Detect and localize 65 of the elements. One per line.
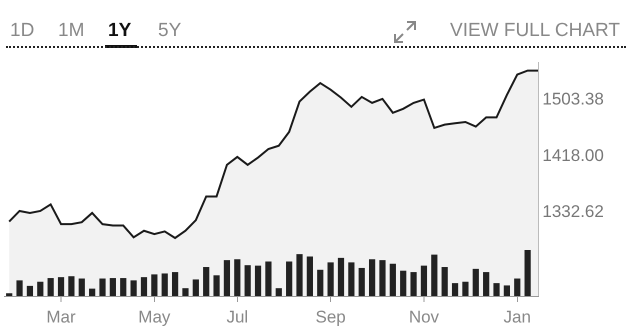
bar xyxy=(6,293,12,296)
bar xyxy=(151,274,158,296)
bar xyxy=(224,260,230,296)
bar xyxy=(110,278,116,296)
bar xyxy=(37,282,44,296)
bar xyxy=(472,268,479,296)
text: 1Y xyxy=(108,20,132,42)
bar xyxy=(16,280,23,296)
y-tick-label: 1332.62 xyxy=(542,202,604,222)
bar xyxy=(452,283,458,296)
bar xyxy=(504,285,510,296)
y-tick-label: 1503.38 xyxy=(542,90,604,109)
bar xyxy=(265,262,272,296)
bar xyxy=(462,282,469,296)
bar xyxy=(213,275,220,296)
bar xyxy=(203,267,210,296)
x-tick-label: Mar xyxy=(46,307,76,326)
text: 5Y xyxy=(158,20,182,42)
bar xyxy=(420,266,428,296)
text: 1D xyxy=(10,20,34,42)
bar xyxy=(390,264,396,296)
bar xyxy=(379,260,386,296)
bar xyxy=(89,288,96,296)
x-tick-label: Sep xyxy=(315,307,346,326)
bar xyxy=(68,276,75,296)
bar xyxy=(276,288,282,296)
bar xyxy=(192,279,199,296)
bar xyxy=(120,278,126,296)
bar xyxy=(317,270,324,296)
x-tick-label: Jul xyxy=(226,307,248,326)
bar xyxy=(244,265,251,296)
x-tick-label: May xyxy=(138,307,171,326)
bar xyxy=(483,272,490,296)
bar xyxy=(172,272,178,296)
bar xyxy=(296,254,303,296)
bar xyxy=(493,283,500,296)
x-tick-label: Nov xyxy=(408,307,440,326)
bar xyxy=(254,266,262,296)
bar xyxy=(524,250,531,296)
bar xyxy=(431,254,438,296)
bar xyxy=(162,273,168,296)
bar xyxy=(410,272,417,296)
bar xyxy=(358,268,365,296)
bar xyxy=(78,278,85,296)
x-tick-label: Jan xyxy=(504,307,531,326)
bar xyxy=(306,256,313,296)
bar xyxy=(338,258,344,296)
bar xyxy=(368,259,376,296)
bar xyxy=(26,286,34,296)
bar xyxy=(48,278,54,296)
bar xyxy=(182,288,189,296)
bar xyxy=(140,277,148,296)
text: 1M xyxy=(58,20,84,42)
bar xyxy=(514,278,520,296)
bar xyxy=(234,259,240,296)
bar xyxy=(400,270,406,296)
bar xyxy=(286,262,292,296)
y-tick-label: 1418.00 xyxy=(542,146,604,165)
bar xyxy=(348,262,354,296)
bar xyxy=(130,280,137,296)
bar xyxy=(328,262,334,296)
bar xyxy=(58,277,64,296)
text: VIEW FULL CHART xyxy=(450,20,620,42)
bar xyxy=(442,267,448,296)
bar xyxy=(99,278,106,296)
